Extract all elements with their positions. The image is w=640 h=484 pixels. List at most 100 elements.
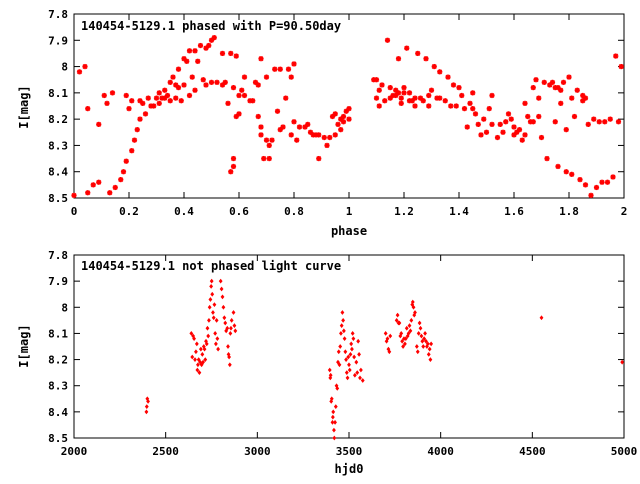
unphased-x-tick-label: 5000 (611, 445, 638, 458)
phased-data-point (137, 116, 143, 122)
phased-data-point (610, 174, 616, 180)
unphased-data-point (331, 409, 336, 415)
phased-data-point (294, 137, 300, 143)
phased-data-point (164, 92, 171, 99)
unphased-data-point (408, 328, 413, 334)
phased-data-point (200, 77, 206, 83)
phased-data-point (327, 134, 333, 141)
phased-data-point (470, 90, 476, 96)
phased-data-point (230, 163, 237, 170)
unphased-data-point (419, 333, 424, 339)
phased-data-point (591, 116, 597, 122)
phased-x-tick-label: 1.4 (449, 205, 469, 218)
unphased-data-point (357, 351, 361, 357)
unphased-data-point (206, 333, 211, 339)
phased-x-tick-label: 0.6 (229, 205, 249, 218)
phased-data-point (316, 155, 322, 162)
unphased-light-curve-panel: 140454-5129.1 not phased light curve hjd… (17, 249, 637, 476)
phased-data-point (588, 192, 594, 198)
unphased-data-point (355, 370, 360, 376)
phased-plot-frame (73, 13, 625, 199)
phased-data-point (346, 116, 352, 122)
unphased-chart-title: 140454-5129.1 not phased light curve (81, 259, 341, 273)
phased-data-point (305, 121, 311, 127)
unphased-data-point (209, 278, 214, 284)
unphased-data-point (410, 299, 415, 305)
unphased-data-point (233, 328, 238, 334)
unphased-data-point (218, 278, 223, 284)
unphased-data-point (350, 346, 354, 352)
phased-data-point (379, 82, 385, 88)
phased-data-point (489, 121, 495, 127)
phased-y-tick-label: 8.5 (48, 192, 68, 205)
unphased-data-point (427, 346, 432, 352)
unphased-data-point (395, 312, 400, 318)
phased-data-point (296, 124, 303, 130)
phased-data-point (376, 87, 382, 93)
phased-x-tick-label: 0 (71, 205, 78, 218)
unphased-data-point (417, 320, 422, 326)
phased-data-point (511, 124, 517, 130)
unphased-y-tick-label: 7.8 (48, 249, 68, 262)
phased-data-point (175, 85, 182, 91)
unphased-data-point (207, 317, 211, 323)
unphased-y-tick-label: 8.1 (48, 327, 68, 340)
unphased-data-point (394, 317, 399, 323)
unphased-data-point (329, 399, 334, 404)
unphased-data-point (336, 349, 341, 355)
unphased-data-point (426, 351, 431, 357)
phased-y-tick-label: 8.3 (48, 139, 68, 152)
phased-data-point (285, 66, 292, 72)
phased-data-point (104, 100, 110, 106)
phased-data-point (332, 132, 338, 138)
phased-data-point (577, 177, 583, 183)
unphased-data-point (223, 320, 228, 326)
unphased-y-tick-label: 8.3 (48, 380, 68, 393)
phased-light-curve-panel: 140454-5129.1 phased with P=90.50day pha… (17, 8, 627, 238)
unphased-data-point (196, 362, 200, 368)
phased-y-tick-label: 8.4 (48, 166, 68, 179)
phased-data-point (197, 42, 204, 49)
phased-data-point (236, 92, 242, 99)
unphased-data-point (228, 331, 233, 336)
unphased-data-point (350, 331, 355, 336)
unphased-data-point (199, 362, 204, 368)
unphased-data-point (232, 323, 237, 328)
unphased-data-point (146, 399, 150, 404)
unphased-y-tick-label: 8.5 (48, 432, 68, 445)
unphased-data-point (406, 331, 411, 336)
phased-data-point (426, 103, 432, 109)
phased-data-point (599, 179, 605, 185)
phased-data-point (552, 119, 558, 125)
phased-data-point (516, 127, 523, 133)
phased-data-point (459, 92, 465, 99)
unphased-data-point (189, 331, 194, 336)
phased-data-point (340, 113, 347, 120)
phased-data-point (530, 85, 536, 91)
unphased-data-point (342, 336, 347, 342)
phased-data-point (101, 92, 107, 99)
unphased-y-tick-label: 8 (61, 301, 68, 314)
unphased-data-point (428, 357, 433, 362)
phased-data-point (541, 79, 547, 85)
phased-data-point (582, 182, 589, 188)
phased-data-point (571, 113, 578, 120)
phased-data-point (536, 113, 542, 120)
unphased-data-point (196, 357, 201, 362)
phased-data-point (373, 77, 380, 83)
phased-data-point (233, 53, 239, 59)
phased-data-point (85, 106, 91, 112)
phased-data-point (481, 116, 487, 122)
unphased-data-point (348, 351, 353, 357)
unphased-data-point (200, 351, 205, 357)
phased-x-tick-label: 2 (621, 205, 628, 218)
phased-data-point (426, 92, 432, 99)
phased-data-point (519, 137, 525, 143)
phased-data-point (280, 124, 286, 130)
unphased-data-point (344, 357, 348, 362)
phased-data-point (156, 100, 162, 106)
phased-data-point (558, 100, 564, 106)
phased-data-point (186, 48, 193, 54)
unphased-y-tick-label: 8.4 (48, 406, 68, 419)
phased-data-point (401, 85, 407, 91)
